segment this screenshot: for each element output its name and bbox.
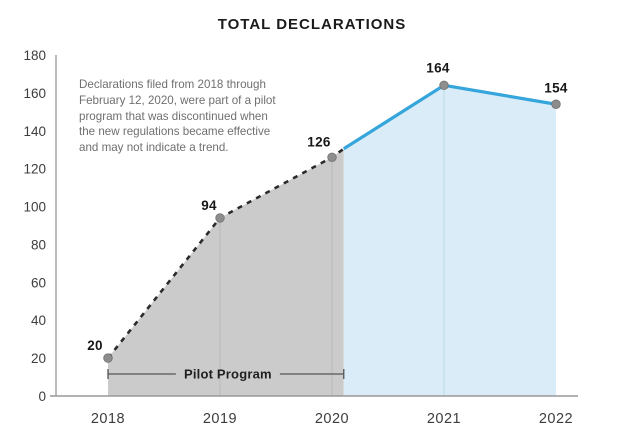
y-tick-label: 100 [23,200,46,215]
data-point-marker [439,80,449,91]
y-tick-label: 120 [23,162,46,177]
annotation-line: the new regulations became effective [79,125,271,139]
x-tick-label: 2020 [315,411,349,427]
annotation-line: program that was discontinued when [79,109,268,123]
value-label: 20 [87,338,103,353]
y-tick-label: 180 [23,48,46,63]
y-tick-label: 80 [31,237,46,252]
pilot-bracket-label: Pilot Program [184,367,272,382]
x-tick-label: 2019 [203,411,237,427]
y-tick-label: 60 [31,275,46,290]
area-fill-pilot-program [108,148,344,396]
data-point-marker [103,353,113,363]
y-tick-label: 20 [31,351,46,366]
value-label: 94 [201,198,217,213]
x-tick-label: 2021 [427,411,461,427]
data-point-marker [551,99,561,109]
data-point-marker [215,213,225,223]
y-tick-label: 160 [23,86,46,101]
value-label: 164 [426,60,450,75]
annotation-line: Declarations filed from 2018 through [79,78,266,91]
value-label: 126 [307,134,331,149]
y-tick-label: 40 [31,313,46,328]
y-tick-label: 140 [23,124,46,139]
trend-line-pilot-program [106,147,345,359]
y-tick-label: 0 [38,389,46,404]
x-tick-label: 2022 [539,411,573,427]
annotation-line: February 12, 2020, were part of a pilot [79,93,276,107]
value-label: 154 [544,80,568,95]
data-point-marker [327,152,337,163]
annotation-line: and may not indicate a trend. [79,141,229,155]
area-fill-post-regulation [343,85,556,397]
chart-title: TOTAL DECLARATIONS [217,16,407,33]
annotation-note: Declarations filed from 2018 through Feb… [79,77,329,156]
x-tick-label: 2018 [91,411,125,427]
